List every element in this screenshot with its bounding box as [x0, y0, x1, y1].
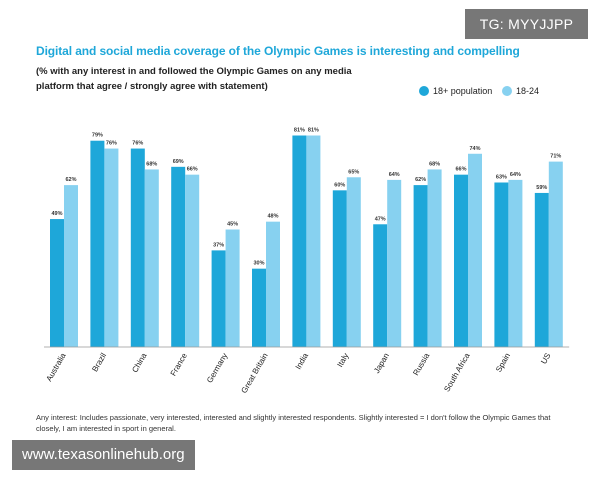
legend-swatch [419, 86, 429, 96]
x-tick-label: India [294, 351, 311, 371]
data-label: 63% [496, 175, 507, 181]
bar-south-africa-s1 [454, 174, 468, 347]
data-label: 69% [173, 159, 184, 165]
data-label: 47% [375, 216, 386, 222]
x-tick-label: Australia [44, 351, 68, 383]
x-tick-label: Spain [494, 352, 512, 374]
data-label: 30% [253, 261, 264, 267]
x-tick-label: Italy [335, 352, 350, 369]
data-label: 62% [415, 177, 426, 183]
bar-france-s1 [171, 166, 186, 347]
data-label: 76% [132, 141, 143, 147]
data-label: 71% [550, 154, 561, 160]
x-tick-label: France [169, 351, 190, 378]
x-tick-label: Great Britain [239, 352, 269, 395]
data-label: 59% [536, 185, 547, 191]
bar-japan-s2 [387, 179, 402, 347]
x-axis-labels: Australia Brazil China France Germany Great B… [44, 351, 552, 395]
data-label: 66% [455, 167, 466, 173]
bar-france-s2 [185, 174, 200, 347]
chart-title: Digital and social media coverage of the… [36, 44, 520, 58]
x-tick-label: US [539, 352, 552, 366]
x-tick-label: Japan [372, 352, 391, 375]
data-label: 66% [187, 167, 198, 173]
bar-germany-s1 [211, 250, 226, 347]
bar-russia-s2 [427, 169, 442, 347]
bar-italy-s2 [346, 177, 361, 347]
x-tick-label: Germany [205, 352, 229, 385]
data-label: 68% [146, 161, 157, 167]
x-tick-label: South Africa [442, 351, 472, 393]
legend-swatch [502, 86, 512, 96]
bar-india-s1 [292, 135, 307, 347]
watermark-site: www.texasonlinehub.org [12, 440, 195, 470]
data-label: 60% [334, 182, 345, 188]
x-tick-label: Russia [411, 351, 431, 377]
chart-subtitle: (% with any interest in and followed the… [36, 66, 352, 92]
data-label: 81% [294, 128, 305, 134]
legend: 18+ population 18-24 [419, 86, 539, 96]
bar-australia-s1 [50, 219, 64, 347]
footnote: Any interest: Includes passionate, very … [36, 413, 551, 433]
bar-south-africa-s2 [468, 153, 482, 347]
bar-china-s2 [144, 169, 159, 347]
legend-label: 18+ population [433, 86, 492, 96]
bar-us-s1 [534, 192, 549, 347]
bars: 49%62%79%76% 76%68% 69%66%37%45%30%48%81% 8… [50, 128, 563, 347]
x-tick-label: China [130, 351, 149, 374]
bar-brazil-s2 [104, 148, 119, 347]
data-label: 62% [65, 177, 76, 183]
bar-great-britain-s2 [266, 221, 280, 347]
data-label: 37% [213, 242, 224, 248]
data-label: 64% [510, 172, 521, 178]
bar-australia-s2 [64, 185, 78, 347]
legend-label: 18-24 [516, 86, 539, 96]
bar-italy-s1 [332, 190, 347, 347]
watermark-tag: TG: MYYJJPP [465, 9, 588, 39]
data-label: 48% [267, 214, 278, 220]
bar-great-britain-s1 [252, 268, 266, 347]
bar-spain-s1 [494, 182, 509, 347]
bar-us-s2 [548, 161, 563, 347]
data-label: 49% [51, 211, 62, 217]
bar-brazil-s1 [90, 140, 105, 347]
bar-germany-s2 [225, 229, 240, 347]
data-label: 76% [106, 141, 117, 147]
bar-spain-s2 [508, 179, 523, 347]
data-label: 65% [348, 169, 359, 175]
data-label: 64% [389, 172, 400, 178]
bar-japan-s1 [373, 224, 388, 347]
data-label: 68% [429, 161, 440, 167]
data-label: 81% [308, 128, 319, 134]
data-label: 45% [227, 222, 238, 228]
bar-russia-s1 [413, 185, 428, 347]
bar-india-s2 [306, 135, 321, 347]
data-label: 74% [469, 146, 480, 152]
x-tick-label: Brazil [90, 351, 108, 373]
data-label: 79% [92, 133, 103, 139]
bar-china-s1 [130, 148, 145, 347]
